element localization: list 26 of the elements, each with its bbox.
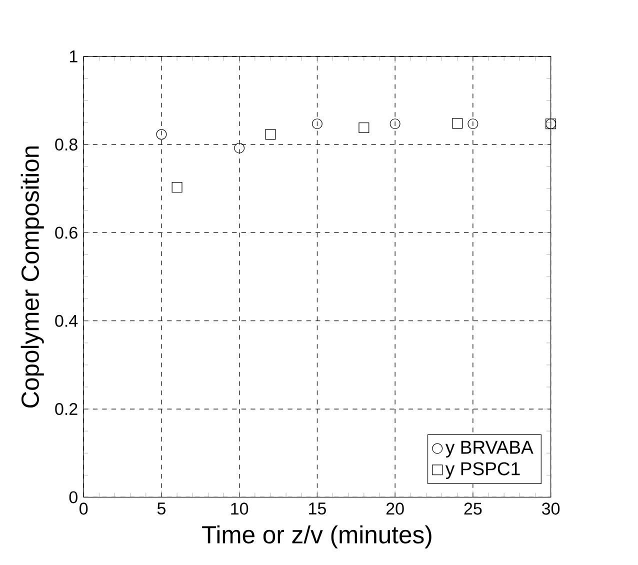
y-tick-label: 0.4 <box>55 314 78 327</box>
point <box>468 118 478 129</box>
point <box>234 142 245 154</box>
point <box>312 118 322 129</box>
y-tick-label: 0.8 <box>55 138 78 150</box>
y-tick-label: 0 <box>69 491 78 504</box>
point <box>172 182 182 192</box>
x-tick-label: 0 <box>80 502 88 515</box>
y-tick-label: 1 <box>70 50 78 62</box>
x-tick-label: 20 <box>386 502 404 515</box>
y-tick-label: 0.2 <box>55 402 78 415</box>
point <box>358 122 370 133</box>
y-tick-label: 0.6 <box>55 226 78 239</box>
x-axis-title: Time or z/v (minutes) <box>202 525 432 548</box>
point <box>452 118 463 128</box>
point <box>156 128 167 140</box>
legend-label: y PSPC1 <box>445 462 520 479</box>
x-tick-label: 10 <box>231 502 248 515</box>
x-tick-label: 15 <box>309 502 326 514</box>
x-tick-label: 5 <box>157 502 166 514</box>
y-axis-title: Copolymer Composition <box>20 146 44 408</box>
x-tick-label: 25 <box>464 502 482 515</box>
point <box>390 118 400 129</box>
x-tick-label: 30 <box>542 502 560 515</box>
point <box>265 128 276 140</box>
legend-label: y BRVABA <box>445 440 534 458</box>
